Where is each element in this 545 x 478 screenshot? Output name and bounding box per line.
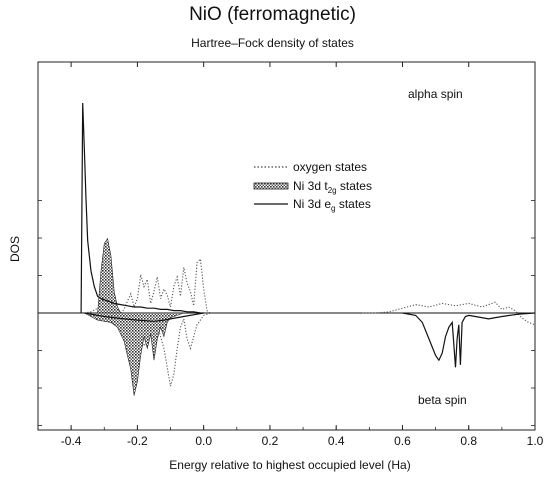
plot-marks bbox=[80, 102, 536, 396]
x-tick-label: 0.6 bbox=[394, 434, 411, 448]
eg-line-5 bbox=[80, 102, 204, 314]
oxygen-line-2 bbox=[362, 301, 536, 326]
x-tick-label: -0.4 bbox=[61, 434, 82, 448]
alpha-spin-label: alpha spin bbox=[408, 87, 463, 101]
legend-label-eg-main: Ni 3d e bbox=[293, 197, 331, 211]
plot-axes bbox=[37, 61, 536, 431]
chart-title: NiO (ferromagnetic) bbox=[189, 4, 356, 25]
x-tick-label: 0.0 bbox=[195, 434, 212, 448]
legend-label-t2g-suffix: states bbox=[337, 179, 372, 193]
legend-label-oxygen: oxygen states bbox=[293, 160, 367, 174]
legend: oxygen states Ni 3d t2g states Ni 3d eg … bbox=[253, 160, 372, 213]
plot-frame bbox=[37, 61, 536, 431]
x-tick-label: 0.8 bbox=[460, 434, 477, 448]
eg-line-6 bbox=[84, 312, 204, 322]
legend-label-t2g-sub: 2g bbox=[328, 186, 337, 195]
eg-line-7 bbox=[402, 312, 536, 368]
x-tick-label: 1.0 bbox=[527, 434, 544, 448]
legend-label-t2g: Ni 3d t2g states bbox=[293, 179, 372, 195]
chart-subtitle: Hartree–Fock density of states bbox=[191, 36, 354, 50]
x-tick-label: 0.2 bbox=[262, 434, 279, 448]
x-tick-labels: -0.4 -0.2 0.0 0.2 0.4 0.6 0.8 1.0 bbox=[61, 434, 544, 448]
legend-label-eg: Ni 3d eg states bbox=[293, 197, 371, 213]
legend-label-eg-sub: g bbox=[331, 204, 335, 213]
legend-label-t2g-main: Ni 3d t bbox=[293, 179, 328, 193]
t2g-area-4 bbox=[84, 312, 184, 396]
x-tick-label: 0.4 bbox=[328, 434, 345, 448]
x-tick-label: -0.2 bbox=[127, 434, 148, 448]
beta-spin-label: beta spin bbox=[418, 393, 467, 407]
legend-swatch-t2g bbox=[253, 182, 289, 190]
y-axis-label: DOS bbox=[8, 236, 22, 262]
legend-label-eg-suffix: states bbox=[335, 197, 370, 211]
x-axis-label: Energy relative to highest occupied leve… bbox=[169, 458, 410, 472]
